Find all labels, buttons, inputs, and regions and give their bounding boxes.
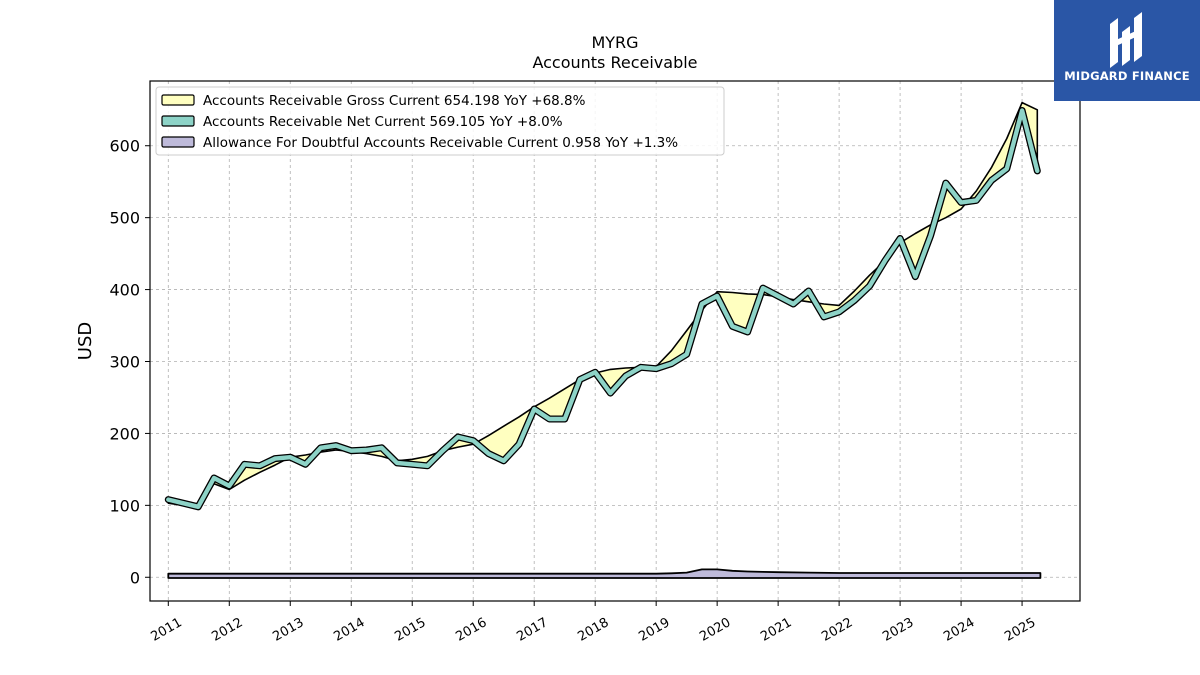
- series-net-outline: [164, 107, 1041, 511]
- series-areas: [164, 101, 1042, 579]
- series-allowance-area: [167, 568, 1042, 579]
- x-tick-label: 2023: [880, 615, 916, 645]
- y-tick-label: 100: [109, 496, 140, 515]
- midgard-logo-icon: [1110, 12, 1142, 68]
- x-tick-label: 2019: [636, 615, 672, 645]
- chart-subtitle: Accounts Receivable: [532, 53, 697, 72]
- x-tick-label: 2013: [270, 615, 306, 645]
- legend-swatch: [161, 136, 195, 148]
- x-tick-label: 2022: [819, 615, 855, 645]
- legend-swatch: [161, 94, 195, 106]
- legend-label: Allowance For Doubtful Accounts Receivab…: [203, 135, 678, 151]
- y-tick-label: 300: [109, 352, 140, 371]
- x-tick-label: 2018: [575, 615, 611, 645]
- y-tick-label: 400: [109, 281, 140, 300]
- x-tick-label: 2017: [514, 615, 550, 645]
- plot-frame: [149, 80, 1081, 602]
- y-axis-label: USD: [75, 322, 96, 360]
- legend-label: Accounts Receivable Gross Current 654.19…: [203, 93, 586, 109]
- y-tick-label: 200: [109, 424, 140, 443]
- x-tick-label: 2016: [453, 615, 489, 645]
- legend-label: Accounts Receivable Net Current 569.105 …: [203, 114, 563, 130]
- legend: Accounts Receivable Gross Current 654.19…: [155, 86, 725, 156]
- y-tick-label: 600: [109, 137, 140, 156]
- x-tick-label: 2020: [697, 615, 733, 645]
- x-tick-label: 2015: [392, 615, 428, 645]
- series-gross-area: [167, 101, 1039, 509]
- x-tick-label: 2025: [1002, 615, 1038, 645]
- series-net-line: [166, 108, 1040, 509]
- x-axis: 2011 2012 2013 2014 2015 2016 2017 2018 2019 2020…: [148, 601, 1038, 645]
- midgard-logo: MIDGARD FINANCE: [1054, 0, 1200, 101]
- x-tick-label: 2011: [148, 615, 184, 645]
- x-tick-label: 2024: [941, 615, 977, 645]
- y-tick-label: 0: [130, 568, 140, 587]
- y-axis: 0 100 200 300 400 500 600: [109, 137, 150, 587]
- x-tick-label: 2012: [209, 615, 245, 645]
- grid-lines: [150, 81, 1080, 601]
- x-tick-label: 2021: [758, 615, 794, 645]
- chart-title: MYRG: [591, 33, 638, 52]
- logo-brand-text: MIDGARD FINANCE: [1064, 69, 1190, 83]
- legend-swatch: [161, 115, 195, 127]
- legend-box: [155, 86, 725, 156]
- y-tick-label: 500: [109, 209, 140, 228]
- x-tick-label: 2014: [331, 615, 367, 645]
